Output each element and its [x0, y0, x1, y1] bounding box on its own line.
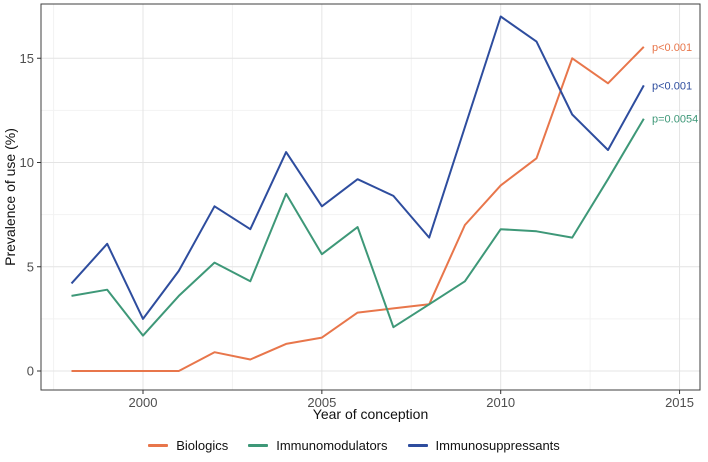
p-value-annotation-immunosuppressants: p<0.001: [652, 80, 692, 92]
legend-item-immunosuppressants: Immunosuppressants: [407, 438, 560, 453]
x-axis-title: Year of conception: [312, 406, 429, 422]
legend-label: Biologics: [176, 438, 229, 453]
y-tick-label: 0: [27, 364, 34, 379]
legend-label: Immunosuppressants: [435, 438, 560, 453]
legend-line-swatch: [407, 444, 428, 447]
y-axis-title: Prevalence of use (%): [2, 128, 18, 266]
x-tick-label: 2005: [307, 395, 336, 410]
p-value-annotation-biologics: p<0.001: [652, 42, 692, 54]
x-tick-label: 2000: [129, 395, 158, 410]
y-tick-label: 5: [27, 259, 34, 274]
series-line-biologics: [71, 46, 645, 372]
legend-line-swatch: [248, 444, 269, 447]
y-tick-label: 15: [20, 51, 34, 66]
panel-border: [40, 3, 701, 391]
y-tick-label: 10: [20, 155, 34, 170]
p-value-annotation-immunomodulators: p=0.0054: [652, 114, 698, 126]
chart-plot-area: 2000 2005 2010 2015 0 5 10 15 p<0.001 p=0.0054 p<0…: [20, 3, 701, 410]
x-tick-label: 2010: [486, 395, 515, 410]
series-line-immunomodulators: [71, 118, 645, 337]
series-line-immunosuppressants: [70, 15, 645, 320]
legend-label: Immunomodulators: [276, 438, 388, 453]
legend-item-biologics: Biologics: [148, 438, 228, 453]
legend-line-swatch: [148, 444, 169, 447]
legend: Biologics Immunomodulators Immunosuppressa…: [0, 438, 708, 453]
x-tick-label: 2015: [665, 395, 694, 410]
legend-item-immunomodulators: Immunomodulators: [248, 438, 388, 453]
